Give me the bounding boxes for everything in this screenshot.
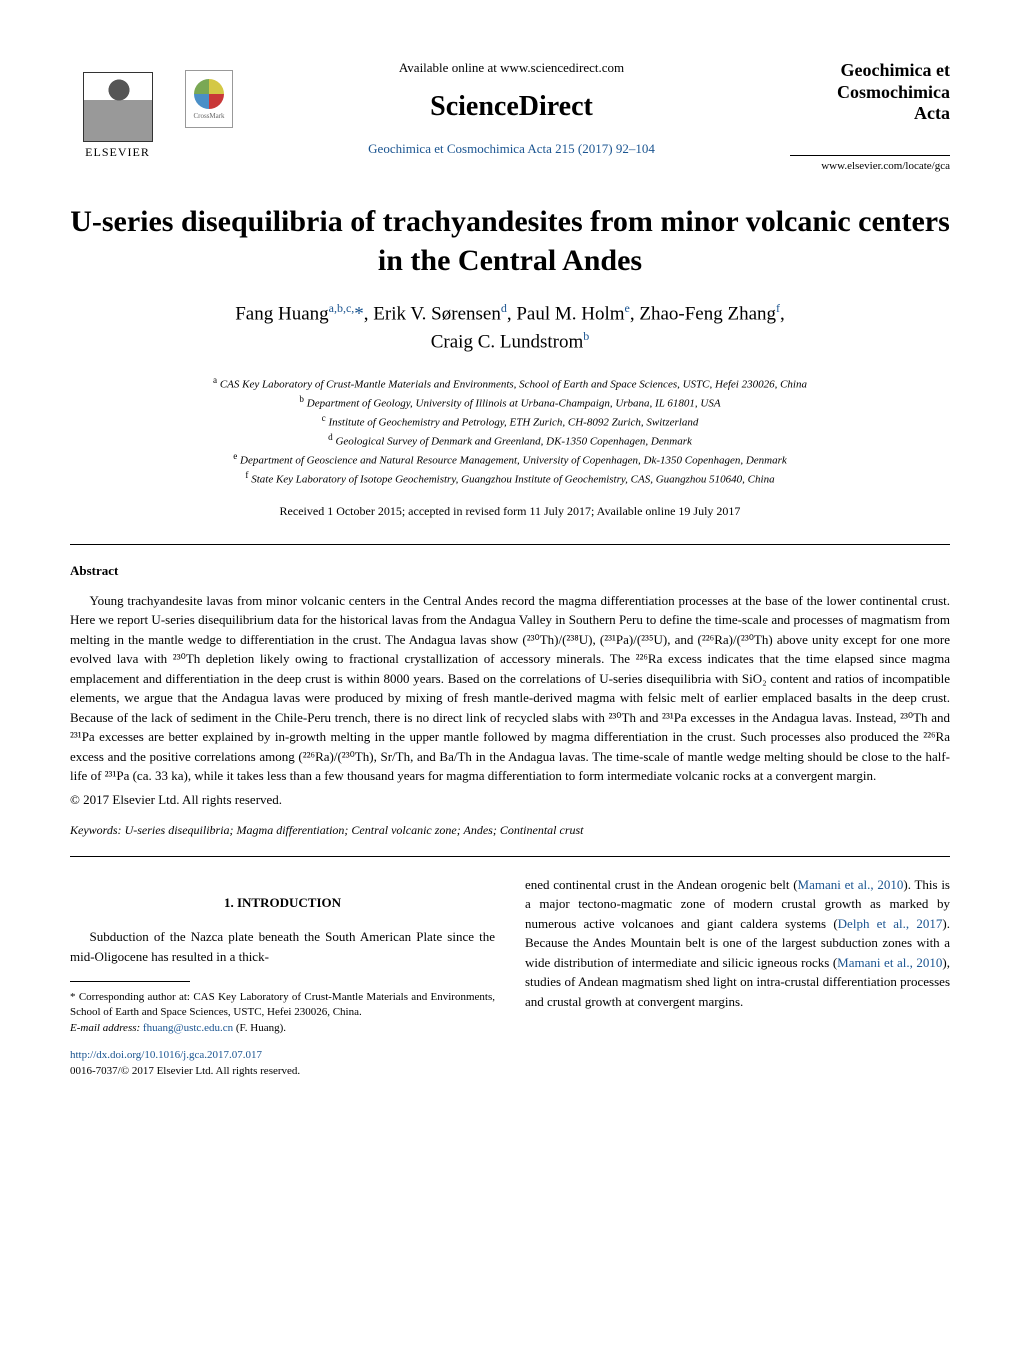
aff-4-sup: e	[233, 451, 237, 461]
author-0: Fang Huang	[235, 303, 328, 324]
page-header: ELSEVIER CrossMark Available online at w…	[70, 60, 950, 172]
right-column: ened continental crust in the Andean oro…	[525, 875, 950, 1079]
intro-paragraph-right: ened continental crust in the Andean oro…	[525, 875, 950, 1012]
author-4-sup: b	[583, 329, 589, 343]
doi-link[interactable]: http://dx.doi.org/10.1016/j.gca.2017.07.…	[70, 1049, 262, 1061]
author-2-sup: e	[625, 301, 630, 315]
footnote-separator	[70, 981, 190, 982]
cite-mamani-2010-b[interactable]: Mamani et al., 2010	[837, 955, 942, 970]
author-1-sup: d	[501, 301, 507, 315]
intro-r-part1: ened continental crust in the Andean oro…	[525, 877, 798, 892]
section-1-heading: 1. INTRODUCTION	[70, 893, 495, 913]
two-column-layout: 1. INTRODUCTION Subduction of the Nazca …	[70, 875, 950, 1079]
aff-2: Institute of Geochemistry and Petrology,…	[328, 417, 698, 429]
journal-name: Geochimica et Cosmochimica Acta	[790, 60, 950, 125]
center-header: Available online at www.sciencedirect.co…	[233, 60, 790, 157]
copyright-text: © 2017 Elsevier Ltd. All rights reserved…	[70, 792, 950, 808]
aff-5-sup: f	[245, 470, 248, 480]
aff-3-sup: d	[328, 432, 333, 442]
aff-2-sup: c	[322, 413, 326, 423]
crossmark-icon	[194, 79, 224, 109]
author-1: Erik V. Sørensen	[373, 303, 501, 324]
author-2: Paul M. Holm	[516, 303, 624, 324]
sciencedirect-logo: ScienceDirect	[253, 91, 770, 123]
cite-delph-2017[interactable]: Delph et al., 2017	[838, 916, 943, 931]
divider-top	[70, 544, 950, 545]
keywords-text: U-series disequilibria; Magma differenti…	[125, 823, 584, 837]
author-4: Craig C. Lundstrom	[431, 331, 584, 352]
keywords-block: Keywords: U-series disequilibria; Magma …	[70, 823, 950, 838]
author-0-symbol: *	[354, 303, 364, 324]
crossmark-label: CrossMark	[193, 112, 224, 120]
intro-paragraph-left: Subduction of the Nazca plate beneath th…	[70, 927, 495, 966]
email-label: E-mail address:	[70, 1022, 140, 1034]
aff-0: CAS Key Laboratory of Crust-Mantle Mater…	[220, 378, 807, 390]
corresponding-footnote: * Corresponding author at: CAS Key Labor…	[70, 990, 495, 1036]
authors-list: Fang Huanga,b,c,*, Erik V. Sørensend, Pa…	[70, 300, 950, 356]
aff-1: Department of Geology, University of Ill…	[307, 397, 721, 409]
aff-4: Department of Geoscience and Natural Res…	[240, 455, 787, 467]
right-header: Geochimica et Cosmochimica Acta www.else…	[790, 60, 950, 172]
journal-url[interactable]: www.elsevier.com/locate/gca	[790, 155, 950, 172]
email-name: (F. Huang).	[236, 1022, 286, 1034]
journal-reference-link[interactable]: Geochimica et Cosmochimica Acta 215 (201…	[253, 141, 770, 157]
abstract-heading: Abstract	[70, 563, 950, 579]
corresponding-text: * Corresponding author at: CAS Key Labor…	[70, 991, 495, 1018]
cite-mamani-2010-a[interactable]: Mamani et al., 2010	[798, 877, 904, 892]
aff-1-sup: b	[299, 394, 304, 404]
elsevier-logo: ELSEVIER	[70, 60, 165, 160]
divider-bottom	[70, 856, 950, 857]
left-column: 1. INTRODUCTION Subduction of the Nazca …	[70, 875, 495, 1079]
aff-3: Geological Survey of Denmark and Greenla…	[335, 436, 691, 448]
affiliations-list: a CAS Key Laboratory of Crust-Mantle Mat…	[70, 374, 950, 489]
doi-block: http://dx.doi.org/10.1016/j.gca.2017.07.…	[70, 1048, 495, 1079]
elsevier-tree-icon	[83, 72, 153, 142]
author-3-sup: f	[776, 301, 780, 315]
journal-name-line2: Cosmochimica	[837, 82, 950, 102]
left-logo-group: ELSEVIER CrossMark	[70, 60, 233, 160]
journal-name-line1: Geochimica et	[841, 60, 950, 80]
abstract-text: Young trachyandesite lavas from minor vo…	[70, 591, 950, 786]
elsevier-label: ELSEVIER	[85, 145, 150, 160]
article-title: U-series disequilibria of trachyandesite…	[70, 202, 950, 280]
received-dates: Received 1 October 2015; accepted in rev…	[70, 504, 950, 519]
issn-text: 0016-7037/© 2017 Elsevier Ltd. All right…	[70, 1065, 300, 1077]
available-online-text: Available online at www.sciencedirect.co…	[253, 60, 770, 76]
journal-name-line3: Acta	[914, 103, 950, 123]
aff-0-sup: a	[213, 375, 217, 385]
email-link[interactable]: fhuang@ustc.edu.cn	[143, 1022, 233, 1034]
aff-5: State Key Laboratory of Isotope Geochemi…	[251, 474, 774, 486]
introduction-section: 1. INTRODUCTION Subduction of the Nazca …	[70, 875, 950, 1079]
keywords-label: Keywords:	[70, 823, 122, 837]
crossmark-badge[interactable]: CrossMark	[185, 70, 233, 128]
author-0-sup: a,b,c,	[329, 301, 355, 315]
author-3: Zhao-Feng Zhang	[639, 303, 776, 324]
